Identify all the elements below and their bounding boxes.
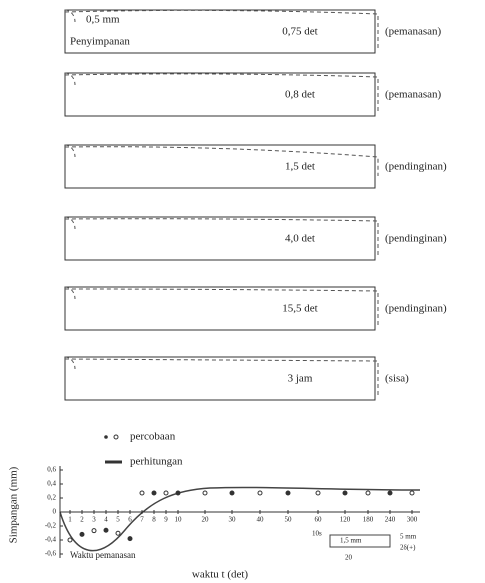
experiment-point (79, 531, 85, 537)
panel (64, 144, 376, 189)
panel-time: 3 jam (288, 373, 313, 385)
inset-label: 5 mm (400, 533, 417, 541)
y-tick-label: -0,6 (45, 550, 57, 558)
x-tick-label: 5 (116, 516, 120, 524)
corner-mark (64, 356, 76, 370)
x-axis-label: waktu t (det) (192, 569, 249, 581)
panel-phase: (pemanasan) (385, 89, 442, 101)
corner-mark (64, 72, 76, 86)
deformation (64, 146, 379, 176)
experiment-point (387, 490, 393, 496)
deformation (64, 358, 379, 398)
legend-dot (104, 435, 108, 439)
panel-time: 0,75 det (282, 26, 317, 38)
deformation (64, 218, 379, 258)
x-tick-label: 2 (80, 516, 84, 524)
thickness-note: 0,5 mm (86, 14, 120, 26)
deformation (64, 73, 379, 114)
experiment-point (342, 490, 348, 496)
y-tick-label: 0,2 (47, 494, 56, 502)
x-tick-label: 7 (140, 516, 144, 524)
inset-specimen (329, 534, 391, 548)
panel-note: Penyimpanan (70, 36, 130, 48)
panel-phase: (pemanasan) (385, 26, 442, 38)
y-tick-label: 0,4 (47, 480, 56, 488)
x-tick-label: 1 (68, 516, 72, 524)
y-axis-label: Simpangan (mm) (8, 466, 20, 543)
corner-mark (64, 286, 76, 300)
x-tick-label: 3 (92, 516, 96, 524)
experiment-point (115, 530, 121, 536)
experiment-point (151, 490, 157, 496)
x-tick-label: 9 (164, 516, 168, 524)
x-tick-label: 30 (229, 516, 237, 524)
x-tick-label: 180 (363, 516, 374, 524)
experiment-point (175, 490, 181, 496)
x-tick-label: 20 (202, 516, 210, 524)
x-tick-label: 10 (175, 516, 183, 524)
panel-time: 4,0 det (285, 233, 315, 245)
deformation (64, 9, 379, 51)
x-tick-label: 8 (152, 516, 156, 524)
x-tick-label: 40 (257, 516, 265, 524)
experiment-point (139, 490, 145, 496)
experiment-point (229, 490, 235, 496)
x-tick-label: 50 (285, 516, 293, 524)
corner-mark (64, 144, 76, 158)
panel-time: 0,8 det (285, 89, 315, 101)
experiment-point (257, 490, 263, 496)
y-tick-label: -0,4 (45, 536, 57, 544)
inset-label: 2δ(+) (400, 544, 416, 552)
experiment-point (163, 490, 169, 496)
panel (64, 356, 376, 401)
experiment-point (365, 490, 371, 496)
experiment-point (103, 527, 109, 533)
legend-label: perhitungan (130, 456, 183, 468)
corner-mark (64, 216, 76, 230)
panel-time: 15,5 det (282, 303, 317, 315)
deformation (64, 288, 379, 328)
y-tick-label: -0,2 (45, 522, 57, 530)
panel-phase: (pendinginan) (385, 303, 447, 315)
x-tick-label: 60 (315, 516, 323, 524)
panel-time: 1,5 det (285, 161, 315, 173)
x-tick-label: 240 (385, 516, 396, 524)
experiment-point (67, 537, 73, 543)
x-tick-label: 300 (407, 516, 418, 524)
panel (64, 286, 376, 331)
heating-label: Waktu pemanasan (70, 550, 136, 560)
y-tick-label: 0,6 (47, 466, 56, 474)
panel (64, 216, 376, 261)
experiment-point (202, 490, 208, 496)
y-tick-label: 0 (53, 508, 57, 516)
legend-label: percobaan (130, 431, 176, 443)
panel-phase: (pendinginan) (385, 233, 447, 245)
inset-label: 20 (345, 554, 353, 562)
x-tick-label: 6 (128, 516, 132, 524)
experiment-point (409, 490, 415, 496)
corner-mark (64, 9, 76, 23)
panel-phase: (pendinginan) (385, 161, 447, 173)
experiment-point (91, 528, 97, 534)
inset-label: 10s (312, 530, 322, 538)
experiment-point (285, 490, 291, 496)
panel (64, 72, 376, 117)
panel-phase: (sisa) (385, 373, 409, 385)
x-tick-label: 4 (104, 516, 108, 524)
experiment-point (315, 490, 321, 496)
legend-circle (113, 434, 119, 440)
x-tick-label: 120 (340, 516, 351, 524)
inset-label: 1,5 mm (340, 537, 362, 545)
experiment-point (127, 536, 133, 542)
